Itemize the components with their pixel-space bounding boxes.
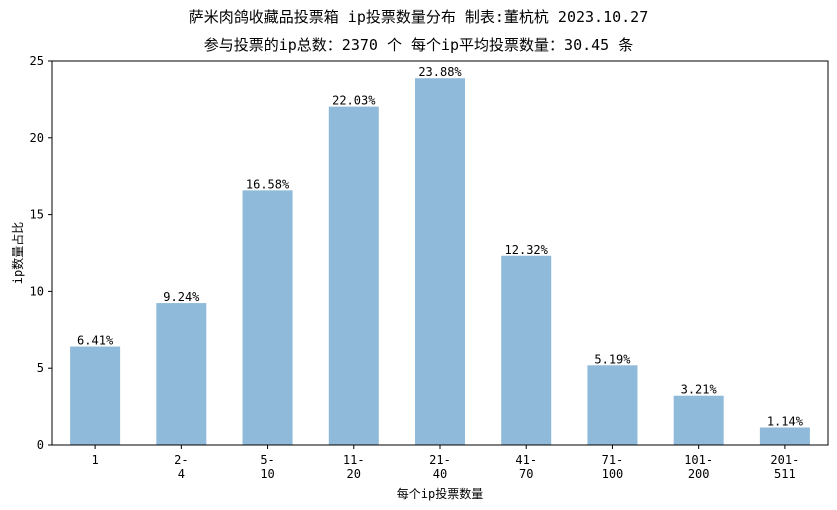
bar-value-label: 6.41%: [77, 334, 114, 348]
plot-frame: [51, 60, 829, 446]
plot-area: 6.41% 1 9.24% 2-4 16.58% 5-10 22.03% 11-20 23.88…: [30, 54, 829, 481]
bar-value-label: 9.24%: [163, 290, 200, 304]
x-tick-label: 21-40: [429, 453, 451, 481]
x-tick-label: 11-20: [343, 453, 365, 481]
chart-subtitle: 参与投票的ip总数：2370 个 每个ip平均投票数量：30.45 条: [203, 36, 634, 54]
x-tick-label: 2-4: [174, 453, 188, 481]
y-axis-label: ip数量占比: [10, 222, 25, 284]
bar-3: [242, 190, 293, 445]
chart-title: 萨米肉鸽收藏品投票箱 ip投票数量分布 制表:董杭杭 2023.10.27: [188, 8, 649, 26]
x-tick-label: 71-100: [602, 453, 624, 481]
bar-8: [673, 395, 724, 445]
bar-value-label: 23.88%: [418, 65, 462, 79]
bar-4: [328, 106, 379, 445]
y-tick-label: 0: [37, 438, 44, 452]
bar-value-label: 5.19%: [594, 352, 631, 366]
bar-value-label: 3.21%: [681, 383, 718, 397]
bar-value-label: 16.58%: [246, 177, 290, 191]
y-tick-label: 10: [30, 284, 44, 298]
x-tick-label: 5-10: [260, 453, 274, 481]
y-tick-label: 25: [30, 54, 44, 68]
bar-value-label: 12.32%: [505, 243, 549, 257]
bar-value-label: 1.14%: [767, 414, 804, 428]
x-tick-label: 41-70: [515, 453, 537, 481]
bar-5: [414, 78, 466, 446]
bar-7: [587, 365, 638, 445]
x-axis-label: 每个ip投票数量: [397, 486, 483, 501]
bar-value-label: 22.03%: [332, 94, 376, 108]
bar-1: [70, 346, 121, 445]
x-tick-label: 1: [91, 453, 98, 467]
y-tick-label: 5: [37, 361, 44, 375]
y-tick-label: 20: [30, 131, 44, 145]
y-tick-label: 15: [30, 208, 44, 222]
x-tick-label: 201-511: [770, 453, 799, 481]
bar-9: [759, 427, 810, 445]
bar-2: [156, 303, 207, 445]
bar-6: [501, 255, 552, 445]
x-tick-label: 101-200: [684, 453, 713, 481]
